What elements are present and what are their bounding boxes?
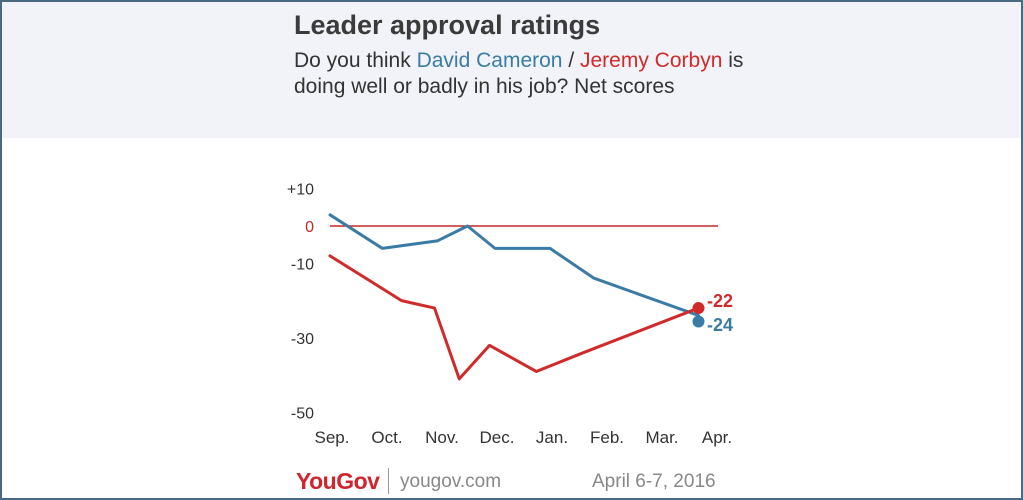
cameron-end-label: -24: [707, 315, 733, 335]
y-tick-label: -10: [291, 256, 314, 273]
x-tick-label: Sep.: [315, 428, 350, 447]
cameron-end-point: [692, 315, 705, 328]
corbyn-end-point: [692, 302, 705, 315]
chart-question: Do you think David Cameron / Jeremy Corb…: [294, 48, 764, 100]
footer-divider: [388, 468, 389, 494]
x-tick-label: Dec.: [480, 428, 515, 447]
y-tick-label: +10: [287, 182, 314, 199]
footer-site: yougov.com: [400, 471, 502, 492]
x-tick-label: Mar.: [645, 428, 678, 447]
y-tick-label: -30: [291, 331, 314, 348]
x-tick-label: Jan.: [536, 428, 568, 447]
cameron-series-line: [328, 213, 700, 318]
yougov-logo: YouGov: [296, 468, 380, 494]
corbyn-name: Jeremy Corbyn: [580, 49, 723, 72]
x-tick-label: Nov.: [425, 428, 459, 447]
footer-date: April 6-7, 2016: [592, 471, 716, 492]
cameron-name: David Cameron: [416, 49, 563, 72]
x-tick-label: Feb.: [590, 428, 624, 447]
chart-header: Leader approval ratings Do you think Dav…: [2, 2, 1021, 138]
chart-title: Leader approval ratings: [294, 10, 601, 40]
question-suffix: is doing well or badly in his job? Net s…: [294, 49, 744, 98]
question-prefix: Do you think: [294, 49, 417, 72]
x-tick-label: Apr.: [702, 428, 732, 447]
x-tick-label: Oct.: [371, 428, 402, 447]
corbyn-series-line: [328, 254, 700, 381]
y-tick-label: -50: [291, 406, 314, 423]
name-separator: /: [562, 49, 580, 72]
y-tick-label: 0: [305, 219, 314, 236]
corbyn-end-label: -22: [707, 291, 733, 311]
